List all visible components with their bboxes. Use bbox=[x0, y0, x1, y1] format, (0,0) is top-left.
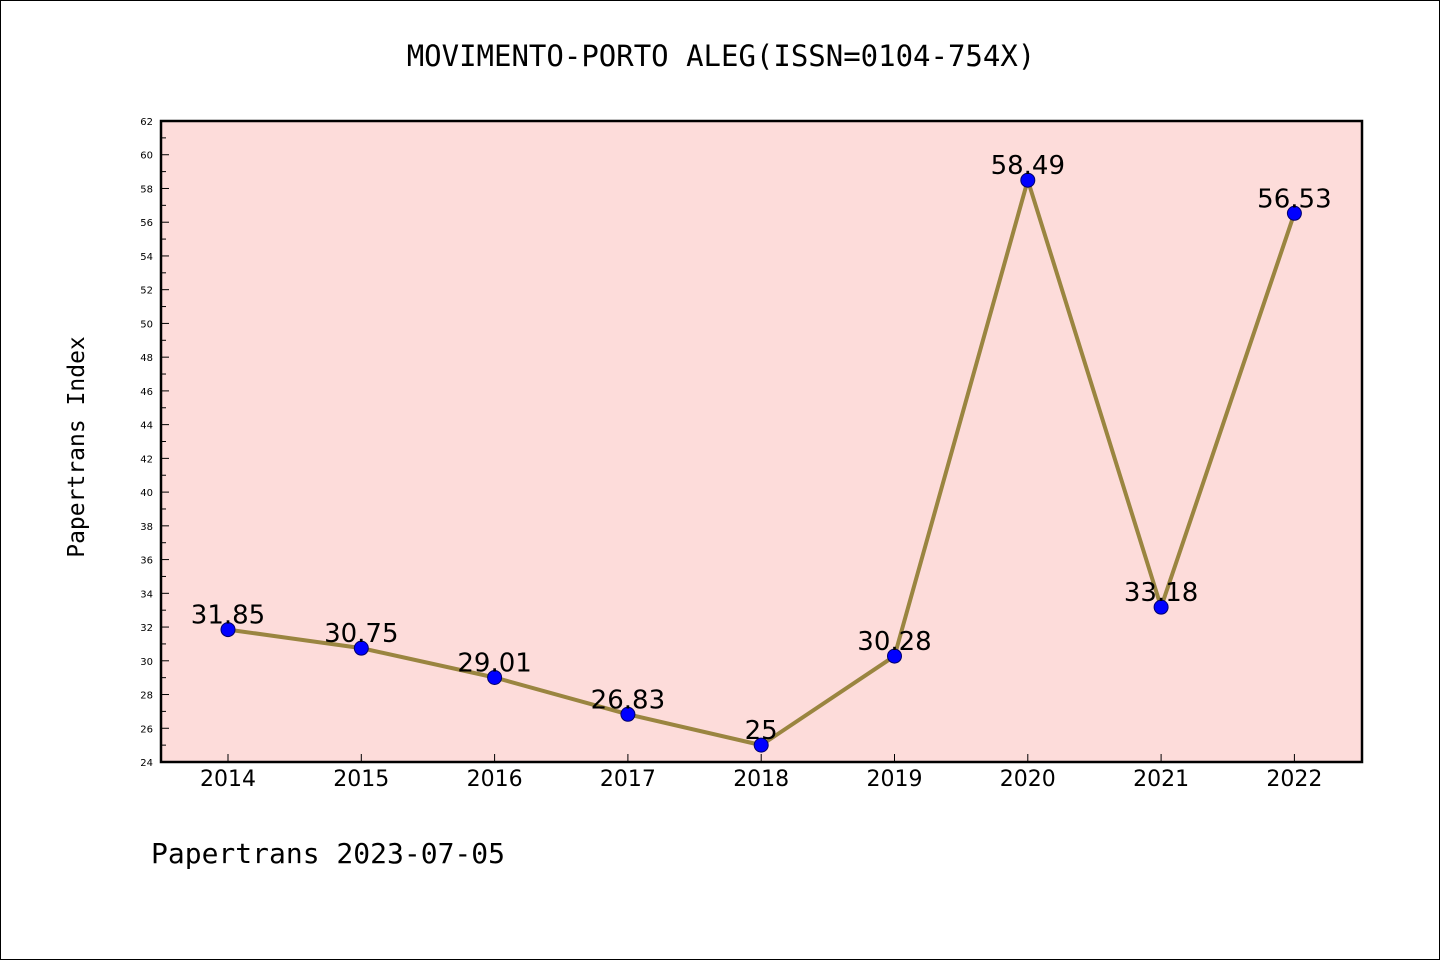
y-tick-label: 44 bbox=[140, 421, 153, 432]
y-tick-label: 28 bbox=[140, 691, 153, 702]
y-tick-label: 62 bbox=[140, 117, 153, 128]
data-point bbox=[1153, 599, 1169, 615]
data-label: 30.75 bbox=[324, 619, 398, 649]
data-label: 30.28 bbox=[857, 627, 931, 657]
x-tick-label: 2014 bbox=[200, 767, 256, 792]
x-tick-label: 2021 bbox=[1133, 767, 1189, 792]
y-tick-label: 34 bbox=[140, 589, 153, 600]
data-label: 31.85 bbox=[191, 601, 265, 631]
y-tick-label: 48 bbox=[140, 353, 153, 364]
data-label: 33.18 bbox=[1124, 578, 1198, 608]
data-label: 56.53 bbox=[1257, 184, 1331, 214]
chart-title: MOVIMENTO-PORTO ALEG(ISSN=0104-754X) bbox=[406, 39, 1036, 73]
data-point bbox=[353, 640, 369, 656]
data-label: 29.01 bbox=[457, 648, 531, 678]
x-tick-label: 2017 bbox=[600, 767, 656, 792]
y-tick-label: 56 bbox=[140, 218, 153, 229]
y-tick-label: 26 bbox=[140, 724, 153, 735]
data-point bbox=[1286, 205, 1302, 221]
y-tick-label: 46 bbox=[140, 387, 153, 398]
y-tick-label: 30 bbox=[140, 657, 153, 668]
data-label: 58.49 bbox=[991, 151, 1065, 181]
y-tick-label: 60 bbox=[140, 151, 153, 162]
data-point bbox=[620, 706, 636, 722]
x-tick-label: 2016 bbox=[467, 767, 523, 792]
data-point bbox=[1020, 172, 1036, 188]
y-tick-label: 52 bbox=[140, 286, 153, 297]
y-tick-label: 24 bbox=[140, 758, 153, 769]
y-tick-label: 50 bbox=[140, 319, 153, 330]
x-tick-label: 2019 bbox=[867, 767, 923, 792]
footer-text: Papertrans 2023-07-05 bbox=[151, 837, 506, 870]
y-tick-label: 32 bbox=[140, 623, 153, 634]
x-tick-label: 2018 bbox=[733, 767, 789, 792]
data-point bbox=[753, 737, 769, 753]
data-point bbox=[220, 622, 236, 638]
y-tick-label: 54 bbox=[140, 252, 153, 263]
y-tick-label: 58 bbox=[140, 184, 153, 195]
data-label: 25 bbox=[745, 716, 778, 746]
plot-frame bbox=[159, 119, 1364, 764]
x-tick-label: 2015 bbox=[333, 767, 389, 792]
data-point bbox=[487, 669, 503, 685]
y-tick-label: 38 bbox=[140, 522, 153, 533]
x-tick-label: 2020 bbox=[1000, 767, 1056, 792]
data-point bbox=[887, 648, 902, 664]
data-label: 26.83 bbox=[591, 685, 665, 715]
x-tick-label: 2022 bbox=[1266, 767, 1322, 792]
y-tick-label: 36 bbox=[140, 556, 153, 567]
y-tick-label: 40 bbox=[140, 488, 153, 499]
plot-area bbox=[161, 121, 1362, 762]
y-tick-label: 42 bbox=[140, 454, 153, 465]
